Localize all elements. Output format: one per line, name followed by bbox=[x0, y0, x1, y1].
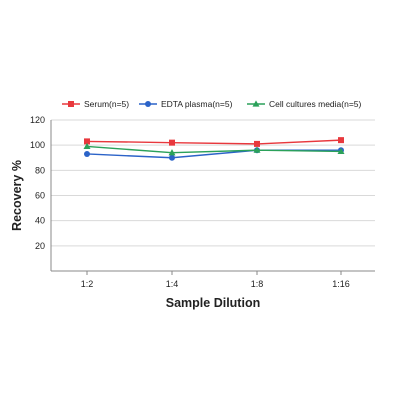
legend: Serum(n=5) EDTA plasma(n=5) Cell cultures … bbox=[62, 99, 362, 109]
data-point-circle bbox=[169, 154, 175, 161]
x-tick-label: 1:4 bbox=[166, 279, 179, 289]
y-tick-label: 120 bbox=[30, 115, 45, 125]
data-point-triangle bbox=[168, 149, 176, 156]
legend-item: Serum(n=5) bbox=[62, 99, 129, 109]
x-tick-label: 1:8 bbox=[251, 279, 264, 289]
axes: 20 40 60 80 100 120 1:2 1:4 1:8 1:16 bbox=[30, 115, 375, 289]
y-tick-label: 100 bbox=[30, 140, 45, 150]
series-line bbox=[86, 139, 342, 145]
x-tick-label: 1:16 bbox=[332, 279, 350, 289]
grid bbox=[51, 119, 375, 247]
data-point-square bbox=[338, 137, 344, 144]
data-point-circle bbox=[84, 150, 90, 157]
data-point-circle bbox=[145, 101, 151, 107]
legend-item: Cell cultures media(n=5) bbox=[247, 99, 362, 109]
data-point-triangle bbox=[252, 100, 260, 107]
legend-label: Serum(n=5) bbox=[84, 99, 129, 109]
series-layer bbox=[83, 137, 345, 161]
legend-item: EDTA plasma(n=5) bbox=[139, 99, 233, 109]
data-point-square bbox=[169, 139, 175, 146]
y-tick-label: 80 bbox=[35, 165, 45, 175]
data-point-square bbox=[254, 140, 260, 147]
legend-label: Cell cultures media(n=5) bbox=[269, 99, 362, 109]
y-tick-label: 60 bbox=[35, 191, 45, 201]
data-point-triangle bbox=[83, 142, 91, 150]
data-point-square bbox=[84, 138, 90, 145]
y-axis-title: Recovery % bbox=[10, 160, 24, 231]
series-1 bbox=[84, 137, 344, 147]
series-3 bbox=[83, 142, 345, 156]
legend-label: EDTA plasma(n=5) bbox=[161, 99, 233, 109]
x-axis-title: Sample Dilution bbox=[166, 296, 260, 310]
y-tick-label: 20 bbox=[35, 241, 45, 251]
series-line bbox=[86, 145, 342, 154]
data-point-square bbox=[68, 101, 74, 107]
x-tick-label: 1:2 bbox=[81, 279, 94, 289]
y-tick-label: 40 bbox=[35, 216, 45, 226]
data-point-triangle bbox=[337, 147, 345, 155]
data-point-triangle bbox=[253, 146, 261, 153]
